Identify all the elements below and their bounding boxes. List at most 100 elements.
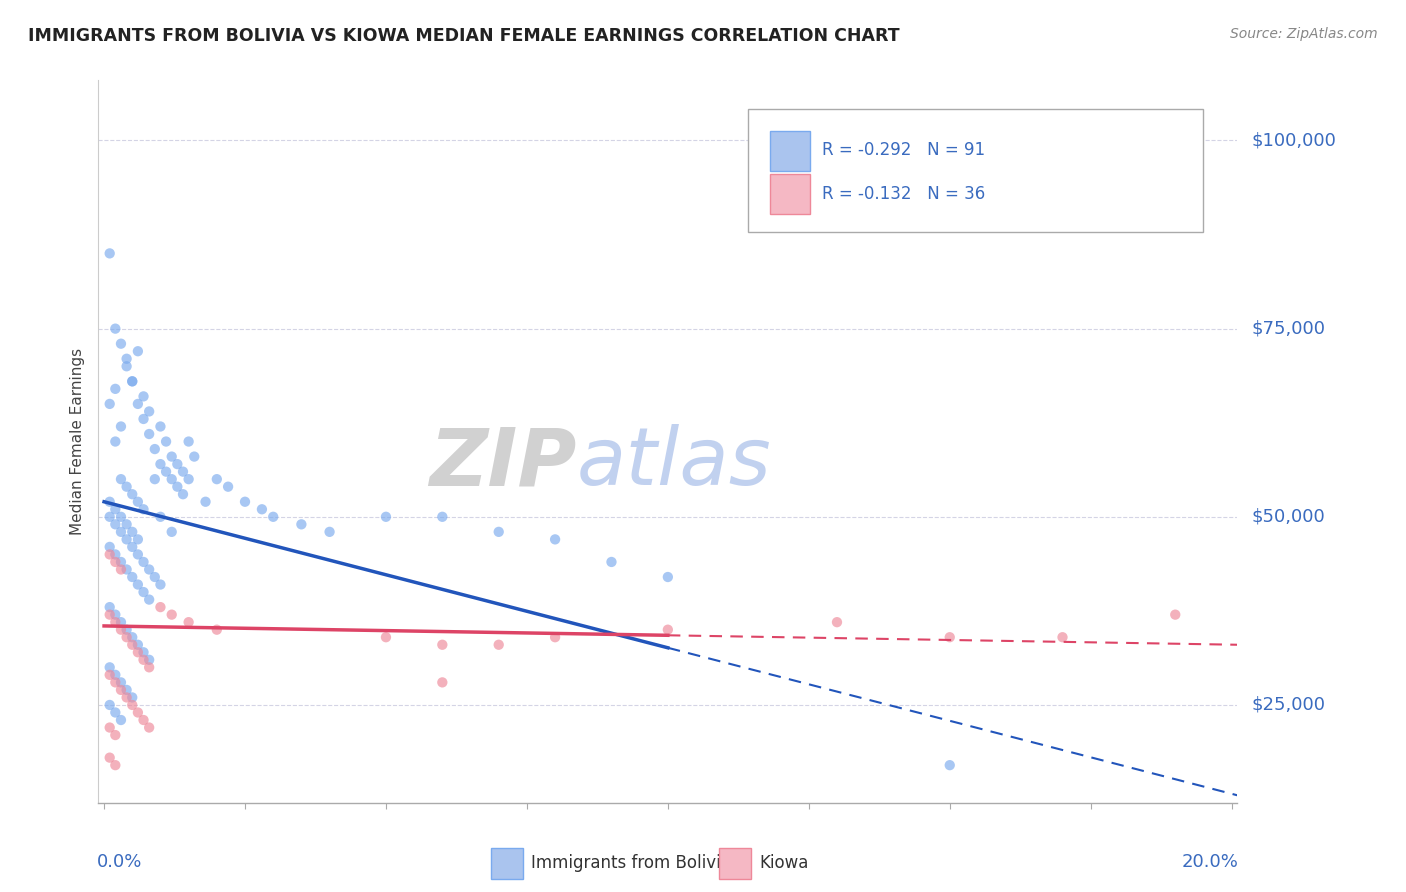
Point bbox=[172, 465, 194, 479]
Point bbox=[149, 419, 172, 434]
Point bbox=[104, 668, 127, 682]
Point bbox=[138, 404, 160, 418]
Point bbox=[104, 502, 127, 516]
Point bbox=[138, 653, 160, 667]
Point bbox=[205, 472, 228, 486]
Point bbox=[98, 600, 121, 615]
Point bbox=[132, 585, 155, 599]
Text: $100,000: $100,000 bbox=[1251, 131, 1336, 150]
Point bbox=[121, 374, 143, 388]
Point bbox=[250, 502, 273, 516]
Point bbox=[121, 698, 143, 712]
Point bbox=[98, 548, 121, 562]
Text: R = -0.132   N = 36: R = -0.132 N = 36 bbox=[821, 185, 984, 202]
Point bbox=[110, 623, 132, 637]
Point bbox=[177, 434, 200, 449]
Point bbox=[138, 721, 160, 735]
Point bbox=[115, 480, 138, 494]
Point bbox=[127, 397, 149, 411]
Point bbox=[138, 562, 160, 576]
Point bbox=[127, 533, 149, 547]
Point bbox=[104, 675, 127, 690]
Point bbox=[115, 351, 138, 366]
Point bbox=[104, 615, 127, 630]
Point bbox=[657, 623, 679, 637]
Point bbox=[1164, 607, 1187, 622]
Point bbox=[115, 517, 138, 532]
Point bbox=[290, 517, 312, 532]
Point bbox=[115, 533, 138, 547]
Point bbox=[205, 623, 228, 637]
Point bbox=[127, 706, 149, 720]
Point bbox=[127, 638, 149, 652]
FancyBboxPatch shape bbox=[718, 848, 751, 879]
Point bbox=[825, 615, 848, 630]
Point bbox=[121, 540, 143, 554]
FancyBboxPatch shape bbox=[770, 174, 810, 214]
Point bbox=[115, 623, 138, 637]
FancyBboxPatch shape bbox=[748, 109, 1204, 232]
Point bbox=[166, 480, 188, 494]
Point bbox=[160, 524, 183, 539]
Point bbox=[115, 630, 138, 644]
Point bbox=[233, 494, 256, 508]
Point bbox=[121, 570, 143, 584]
Point bbox=[488, 638, 510, 652]
FancyBboxPatch shape bbox=[770, 131, 810, 170]
Point bbox=[115, 359, 138, 374]
Point bbox=[149, 600, 172, 615]
Text: atlas: atlas bbox=[576, 425, 772, 502]
Point bbox=[132, 653, 155, 667]
Point bbox=[127, 548, 149, 562]
Point bbox=[138, 427, 160, 442]
Y-axis label: Median Female Earnings: Median Female Earnings bbox=[70, 348, 86, 535]
Point bbox=[143, 442, 166, 456]
Text: $75,000: $75,000 bbox=[1251, 319, 1326, 338]
Point bbox=[121, 524, 143, 539]
Point bbox=[121, 374, 143, 388]
Point bbox=[98, 698, 121, 712]
Point bbox=[110, 713, 132, 727]
Point bbox=[262, 509, 284, 524]
Point bbox=[98, 660, 121, 674]
Point bbox=[318, 524, 340, 539]
Point bbox=[98, 750, 121, 764]
Point bbox=[177, 615, 200, 630]
Point bbox=[127, 645, 149, 659]
Point bbox=[110, 336, 132, 351]
Point bbox=[98, 509, 121, 524]
Point bbox=[98, 540, 121, 554]
Point bbox=[132, 645, 155, 659]
Point bbox=[115, 562, 138, 576]
Point bbox=[143, 472, 166, 486]
Point bbox=[127, 494, 149, 508]
Point bbox=[217, 480, 239, 494]
Point bbox=[138, 592, 160, 607]
Point bbox=[155, 434, 177, 449]
Point bbox=[121, 487, 143, 501]
Point bbox=[132, 555, 155, 569]
Point bbox=[143, 570, 166, 584]
Point bbox=[98, 721, 121, 735]
Point bbox=[1052, 630, 1074, 644]
Point bbox=[98, 494, 121, 508]
Point bbox=[544, 533, 567, 547]
Text: IMMIGRANTS FROM BOLIVIA VS KIOWA MEDIAN FEMALE EARNINGS CORRELATION CHART: IMMIGRANTS FROM BOLIVIA VS KIOWA MEDIAN … bbox=[28, 27, 900, 45]
Text: 0.0%: 0.0% bbox=[97, 854, 142, 871]
Point bbox=[104, 548, 127, 562]
Point bbox=[104, 555, 127, 569]
Point bbox=[432, 509, 454, 524]
Point bbox=[104, 517, 127, 532]
Point bbox=[132, 412, 155, 426]
Point bbox=[149, 457, 172, 471]
Point bbox=[104, 706, 127, 720]
Point bbox=[127, 344, 149, 359]
Point bbox=[110, 524, 132, 539]
Text: $50,000: $50,000 bbox=[1251, 508, 1324, 525]
Point bbox=[115, 690, 138, 705]
Point bbox=[110, 682, 132, 697]
Point bbox=[121, 690, 143, 705]
Point bbox=[98, 246, 121, 260]
Point bbox=[488, 524, 510, 539]
Point bbox=[104, 758, 127, 772]
